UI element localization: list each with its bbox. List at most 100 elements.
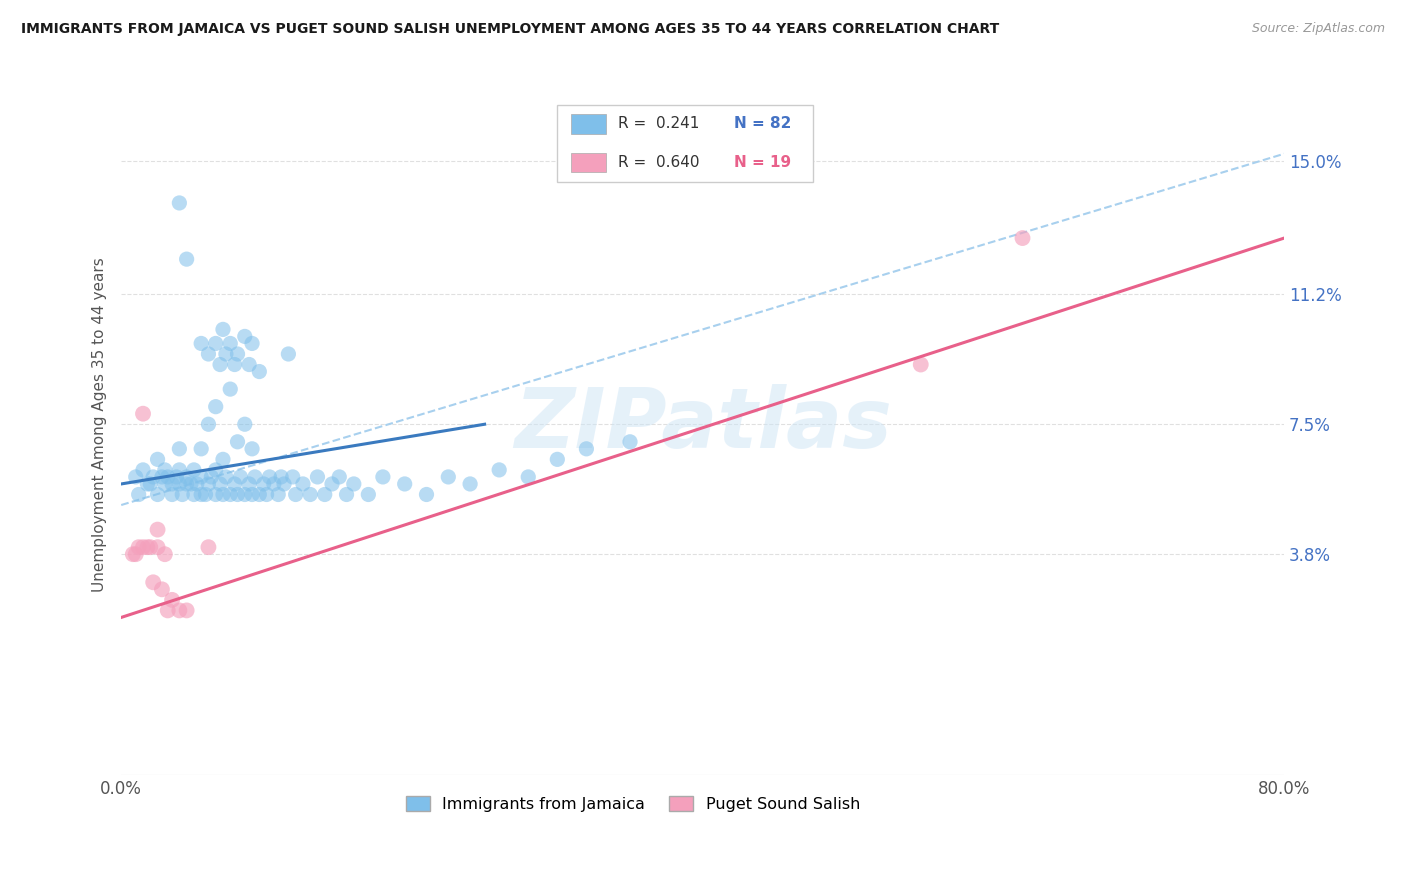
Point	[190, 487, 212, 501]
Point	[200, 470, 222, 484]
Point	[212, 322, 235, 336]
Point	[224, 358, 246, 372]
Point	[209, 477, 232, 491]
Point	[243, 470, 266, 484]
Point	[125, 470, 148, 484]
Point	[169, 196, 191, 211]
Point	[180, 477, 202, 491]
Point	[488, 463, 510, 477]
Point	[204, 400, 226, 414]
Point	[132, 463, 155, 477]
Text: ZIPatlas: ZIPatlas	[513, 384, 891, 465]
Point	[229, 470, 252, 484]
Point	[219, 487, 242, 501]
Point	[176, 470, 198, 484]
Point	[357, 487, 380, 501]
Point	[169, 463, 191, 477]
Point	[546, 452, 568, 467]
Point	[226, 487, 249, 501]
Point	[183, 487, 205, 501]
Point	[125, 547, 148, 561]
Point	[394, 477, 416, 491]
Point	[166, 470, 188, 484]
Point	[160, 477, 183, 491]
Point	[437, 470, 460, 484]
Point	[142, 470, 165, 484]
Point	[136, 540, 159, 554]
FancyBboxPatch shape	[557, 104, 813, 182]
Point	[121, 547, 143, 561]
Point	[197, 540, 219, 554]
Point	[281, 470, 304, 484]
Point	[153, 477, 176, 491]
Point	[1011, 231, 1033, 245]
Point	[139, 540, 162, 554]
Point	[209, 358, 232, 372]
Point	[458, 477, 481, 491]
Point	[128, 540, 150, 554]
Point	[273, 477, 295, 491]
Point	[169, 477, 191, 491]
Point	[328, 470, 350, 484]
Point	[197, 347, 219, 361]
Point	[150, 470, 173, 484]
Point	[176, 603, 198, 617]
Point	[212, 487, 235, 501]
Point	[233, 329, 256, 343]
Point	[575, 442, 598, 456]
Point	[197, 417, 219, 432]
Point	[169, 603, 191, 617]
Point	[204, 336, 226, 351]
Point	[277, 347, 299, 361]
Point	[212, 452, 235, 467]
Text: IMMIGRANTS FROM JAMAICA VS PUGET SOUND SALISH UNEMPLOYMENT AMONG AGES 35 TO 44 Y: IMMIGRANTS FROM JAMAICA VS PUGET SOUND S…	[21, 22, 1000, 37]
Point	[240, 487, 263, 501]
Point	[197, 477, 219, 491]
Point	[186, 477, 208, 491]
Point	[190, 470, 212, 484]
Point	[132, 540, 155, 554]
Point	[160, 592, 183, 607]
Point	[153, 547, 176, 561]
Point	[172, 487, 194, 501]
Point	[253, 477, 276, 491]
Point	[215, 470, 238, 484]
Point	[226, 347, 249, 361]
Point	[146, 523, 169, 537]
Point	[299, 487, 322, 501]
Point	[219, 382, 242, 396]
Point	[267, 487, 290, 501]
Point	[183, 463, 205, 477]
Point	[233, 417, 256, 432]
Text: Source: ZipAtlas.com: Source: ZipAtlas.com	[1251, 22, 1385, 36]
Point	[136, 477, 159, 491]
Point	[238, 358, 260, 372]
Y-axis label: Unemployment Among Ages 35 to 44 years: Unemployment Among Ages 35 to 44 years	[93, 257, 107, 591]
Text: R =  0.241: R = 0.241	[617, 117, 699, 131]
Point	[247, 487, 270, 501]
Point	[219, 336, 242, 351]
Point	[176, 252, 198, 267]
Point	[307, 470, 329, 484]
Point	[263, 477, 285, 491]
Point	[204, 463, 226, 477]
Text: R =  0.640: R = 0.640	[617, 155, 699, 170]
Point	[146, 452, 169, 467]
Point	[139, 477, 162, 491]
Point	[176, 477, 198, 491]
FancyBboxPatch shape	[571, 114, 606, 134]
Point	[291, 477, 314, 491]
Point	[371, 470, 394, 484]
Point	[142, 575, 165, 590]
Point	[335, 487, 357, 501]
Point	[238, 477, 260, 491]
Point	[321, 477, 343, 491]
Text: N = 82: N = 82	[734, 117, 792, 131]
Point	[314, 487, 336, 501]
Point	[153, 463, 176, 477]
Point	[194, 487, 217, 501]
Point	[215, 347, 238, 361]
Point	[619, 434, 641, 449]
Point	[146, 540, 169, 554]
Point	[284, 487, 307, 501]
